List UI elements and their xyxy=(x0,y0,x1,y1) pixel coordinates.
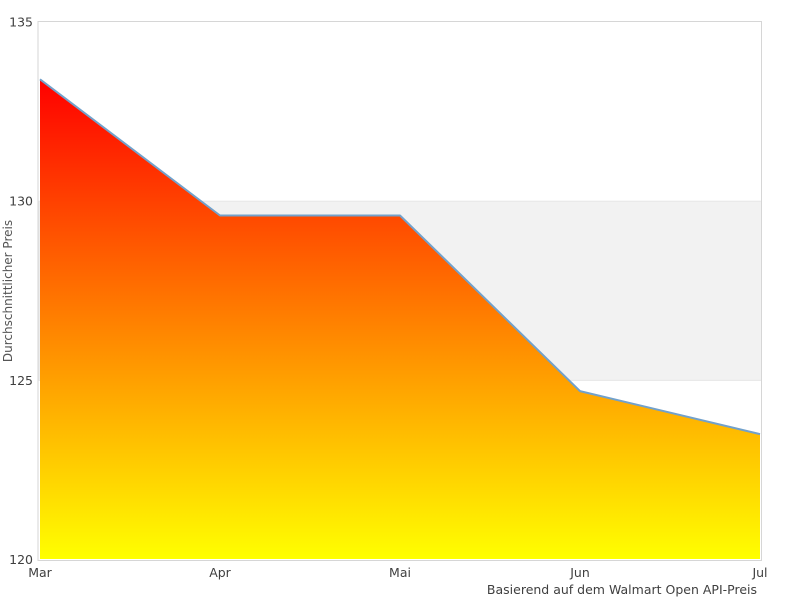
caption: Basierend auf dem Walmart Open API-Preis xyxy=(487,582,757,597)
y-tick-label: 135 xyxy=(9,15,33,30)
y-tick-label: 125 xyxy=(9,373,33,388)
x-tick-label: Apr xyxy=(209,565,231,580)
y-axis-ticks: 120 125 130 135 xyxy=(9,15,33,568)
y-tick-label: 130 xyxy=(9,194,33,209)
y-tick-label: 120 xyxy=(9,552,33,567)
area-fill xyxy=(40,79,760,560)
x-tick-label: Mar xyxy=(28,565,52,580)
plot-border xyxy=(37,21,762,561)
y-axis-label: Durchschnittlicher Preis xyxy=(1,220,15,362)
x-tick-label: Mai xyxy=(389,565,411,580)
x-axis-ticks: Mar Apr Mai Jun Jul xyxy=(28,565,767,580)
x-tick-label: Jun xyxy=(569,565,590,580)
price-line xyxy=(39,78,761,436)
x-tick-label: Jul xyxy=(751,565,767,580)
